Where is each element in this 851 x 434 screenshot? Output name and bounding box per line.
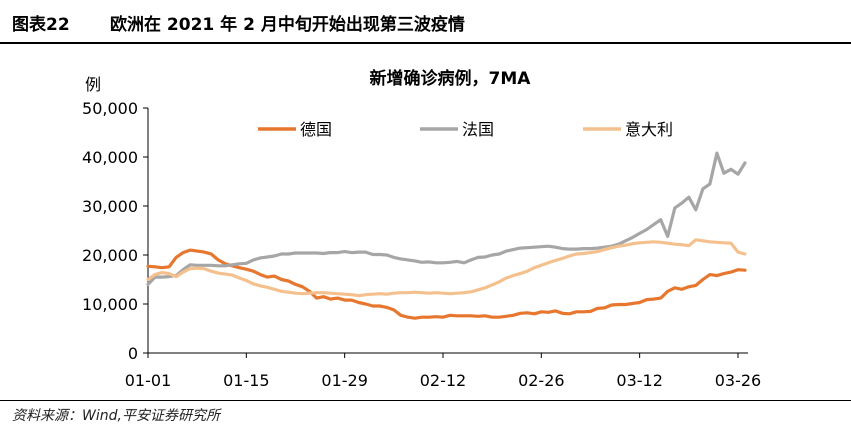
figure-number: 图表22 xyxy=(12,15,70,35)
x-tick-label: 01-15 xyxy=(223,371,270,390)
y-tick-label: 0 xyxy=(128,344,138,363)
x-tick-label: 03-12 xyxy=(616,371,663,390)
y-axis-unit-label: 例 xyxy=(85,75,101,94)
source-note: 资料来源：Wind,平安证券研究所 xyxy=(12,408,220,424)
x-tick-label: 02-12 xyxy=(420,371,467,390)
series-layer xyxy=(146,151,747,320)
legend-label: 意大利 xyxy=(625,120,673,139)
series-line-法国 xyxy=(146,151,747,286)
x-tick-label: 03-26 xyxy=(715,371,762,390)
figure-caption: 欧洲在 2021 年 2 月中旬开始出现第三波疫情 xyxy=(110,15,465,35)
legend-label: 德国 xyxy=(300,120,332,139)
y-axis: 0 10,000 20,000 30,000 40,000 50,000 xyxy=(82,99,149,363)
x-tick-label: 01-29 xyxy=(321,371,368,390)
series-line-德国 xyxy=(146,248,747,320)
line-chart: 新增确诊病例，7MA 例 0 10,000 20,000 30,000 40,000 50… xyxy=(82,68,762,390)
x-axis: 01-01 01-15 01-29 02-12 02-26 03-12 03-26 xyxy=(125,352,762,390)
y-tick-label: 40,000 xyxy=(82,148,138,167)
series-line-意大利 xyxy=(146,238,747,298)
x-tick-label: 02-26 xyxy=(518,371,565,390)
x-tick-label: 01-01 xyxy=(125,371,172,390)
y-tick-label: 20,000 xyxy=(82,246,138,265)
footer-divider xyxy=(0,400,851,401)
y-tick-label: 30,000 xyxy=(82,197,138,216)
chart-area: 新增确诊病例，7MA 例 0 10,000 20,000 30,000 40,000 50… xyxy=(0,44,851,399)
legend: 德国 法国 意大利 xyxy=(258,120,673,139)
figure-header: 图表22 欧洲在 2021 年 2 月中旬开始出现第三波疫情 xyxy=(0,0,851,44)
y-tick-label: 50,000 xyxy=(82,99,138,118)
legend-label: 法国 xyxy=(462,120,494,139)
y-tick-label: 10,000 xyxy=(82,295,138,314)
chart-title: 新增确诊病例，7MA xyxy=(370,68,532,89)
